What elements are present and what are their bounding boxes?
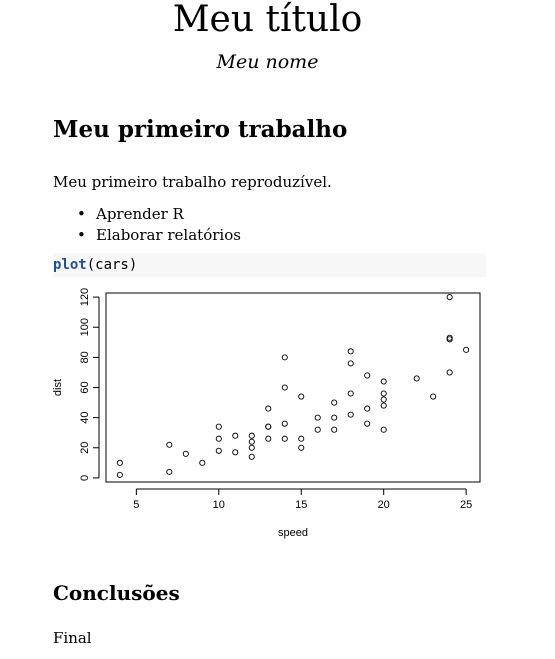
data-point: [298, 393, 305, 400]
data-point: [331, 426, 338, 433]
data-point: [380, 402, 387, 409]
data-point: [215, 423, 222, 430]
data-point: [314, 414, 321, 421]
bullet-list: • Aprender R • Elaborar relatórios: [53, 204, 241, 246]
data-point: [232, 432, 239, 439]
data-point: [116, 459, 123, 466]
bullet-icon: •: [77, 205, 86, 223]
data-point: [347, 390, 354, 397]
data-point: [380, 390, 387, 397]
document-title: Meu título: [172, 0, 363, 40]
data-point: [380, 378, 387, 385]
data-point: [364, 372, 371, 379]
data-point: [281, 384, 288, 391]
section-heading-conclusoes: Conclusões: [53, 581, 180, 605]
y-tick-label: 100: [79, 318, 91, 336]
y-tick-label: 60: [79, 381, 91, 393]
x-tick-label: 5: [133, 499, 139, 511]
data-point: [347, 360, 354, 367]
data-point: [166, 441, 173, 448]
section-heading-primeiro-trabalho: Meu primeiro trabalho: [53, 116, 348, 143]
code-function: plot: [53, 257, 87, 273]
x-tick-label: 15: [295, 499, 307, 511]
data-point: [380, 396, 387, 403]
data-point: [215, 447, 222, 454]
scatter-plot: 5 10 15 20 25 speed 0 20 40 60 80 100 120 dist: [52, 288, 481, 539]
y-tick-label: 80: [79, 351, 91, 363]
data-point: [331, 399, 338, 406]
data-point: [281, 435, 288, 442]
data-point: [364, 420, 371, 427]
y-tick-label: 20: [79, 442, 91, 454]
list-item: • Aprender R: [53, 204, 241, 225]
plot-frame: [105, 292, 481, 483]
list-item-label: Aprender R: [96, 205, 184, 223]
data-point: [347, 411, 354, 418]
x-tick-label: 20: [378, 499, 390, 511]
data-point: [248, 453, 255, 460]
data-point: [446, 369, 453, 376]
data-point: [265, 435, 272, 442]
code-block: plot(cars): [53, 253, 486, 277]
data-point: [380, 426, 387, 433]
data-point: [265, 405, 272, 412]
data-point: [446, 334, 453, 341]
data-point: [298, 444, 305, 451]
data-point: [265, 423, 272, 430]
data-point: [248, 432, 255, 439]
data-point: [463, 346, 470, 353]
data-point: [281, 354, 288, 361]
data-point: [364, 405, 371, 412]
data-point: [347, 348, 354, 355]
data-point: [298, 435, 305, 442]
y-tick-label: 120: [79, 288, 91, 306]
x-tick-label: 10: [213, 499, 225, 511]
data-point: [248, 438, 255, 445]
document-author: Meu nome: [216, 51, 319, 73]
data-point: [199, 459, 206, 466]
data-point: [281, 420, 288, 427]
y-axis-label: dist: [52, 379, 64, 396]
data-point: [446, 294, 453, 301]
list-item-label: Elaborar relatórios: [96, 226, 241, 244]
bullet-icon: •: [77, 226, 86, 244]
code-args: (cars): [86, 257, 138, 273]
y-tick-label: 0: [79, 475, 91, 481]
data-point: [182, 450, 189, 457]
data-point: [215, 435, 222, 442]
data-point: [232, 449, 239, 456]
data-point: [248, 444, 255, 451]
data-point: [331, 414, 338, 421]
intro-paragraph: Meu primeiro trabalho reproduzível.: [53, 173, 332, 191]
data-point: [314, 426, 321, 433]
data-point: [430, 393, 437, 400]
final-paragraph: Final: [53, 629, 92, 647]
x-tick-label: 25: [460, 499, 472, 511]
y-tick-label: 40: [79, 412, 91, 424]
data-point: [166, 468, 173, 475]
x-axis-label: speed: [278, 527, 308, 539]
list-item: • Elaborar relatórios: [53, 225, 241, 246]
data-point: [413, 375, 420, 382]
data-point: [116, 471, 123, 478]
